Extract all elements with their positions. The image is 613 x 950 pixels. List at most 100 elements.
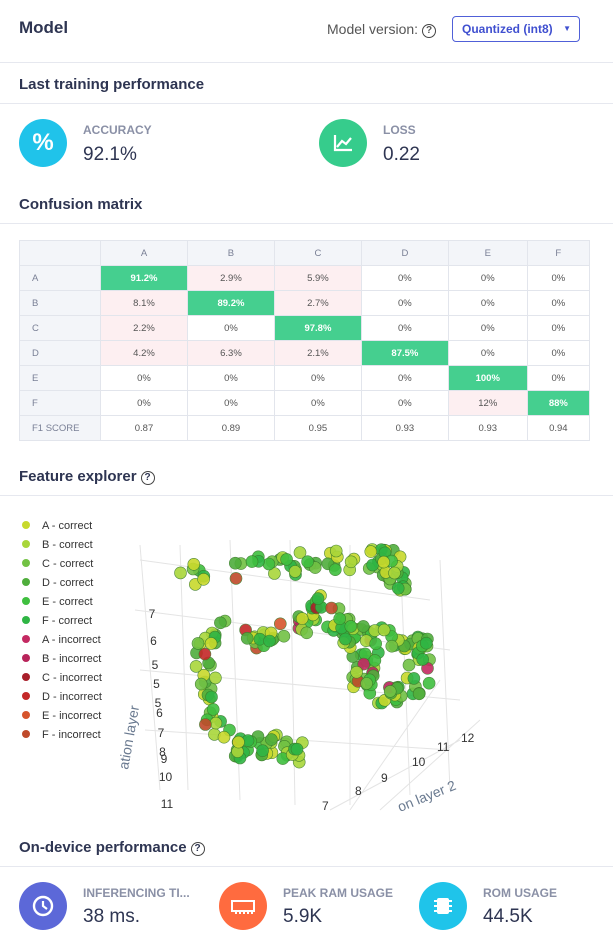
axis-tick-label: 11 xyxy=(161,797,174,811)
help-icon[interactable]: ? xyxy=(140,471,155,485)
scatter-point xyxy=(277,629,291,643)
row-label: F1 SCORE xyxy=(19,415,101,441)
section-title: Feature explorer? xyxy=(19,468,155,485)
axis-title: ation layer xyxy=(115,704,142,771)
matrix-cell: 0% xyxy=(360,290,449,316)
scatter-point xyxy=(419,636,433,650)
section-title: Confusion matrix xyxy=(19,196,143,213)
scatter-point xyxy=(407,672,421,685)
scatter-point xyxy=(174,566,187,580)
legend-label: C - incorrect xyxy=(42,672,102,684)
column-header: C xyxy=(273,240,362,266)
legend-label: A - incorrect xyxy=(42,634,101,646)
legend-item: F - correct xyxy=(22,615,92,627)
axis-tick-label: 9 xyxy=(161,752,168,766)
section-title: Last training performance xyxy=(19,76,205,93)
legend-item: A - incorrect xyxy=(22,634,101,646)
legend-swatch xyxy=(22,578,30,586)
label: Model version: xyxy=(327,21,419,37)
matrix-cell: 0% xyxy=(526,290,591,316)
scatter-point xyxy=(229,572,243,585)
matrix-cell: 0% xyxy=(360,365,449,391)
scatter-point xyxy=(416,653,430,666)
help-icon[interactable]: ? xyxy=(422,24,437,38)
rom-icon xyxy=(419,882,467,930)
column-header: B xyxy=(186,240,275,266)
f1-cell: 0.87 xyxy=(100,415,188,441)
scatter-point xyxy=(344,555,358,569)
metric-label: ROM USAGE xyxy=(483,886,558,900)
scatter-point xyxy=(204,637,218,650)
legend-swatch xyxy=(22,673,30,681)
scatter-point xyxy=(187,557,201,571)
legend-item: B - incorrect xyxy=(22,653,101,665)
metric-value: 38 ms. xyxy=(83,906,141,927)
matrix-cell: 8.1% xyxy=(100,290,188,316)
matrix-cell: 0% xyxy=(186,365,275,391)
version-select[interactable]: Quantized (int8) ▼ xyxy=(452,16,580,42)
matrix-cell: 0% xyxy=(186,315,275,341)
matrix-cell: 2.2% xyxy=(100,315,188,341)
matrix-cell: 89.2% xyxy=(186,290,275,316)
row-label: E xyxy=(19,365,101,391)
f1-cell: 0.93 xyxy=(447,415,528,441)
scatter-point xyxy=(199,718,212,731)
corner-cell xyxy=(19,240,101,266)
icon-glyph xyxy=(32,895,54,917)
matrix-cell: 5.9% xyxy=(273,265,362,291)
help-icon[interactable]: ? xyxy=(190,842,205,856)
divider xyxy=(0,223,613,224)
scatter-point xyxy=(325,601,338,615)
matrix-cell: 0% xyxy=(360,390,449,416)
divider xyxy=(0,103,613,104)
column-header: D xyxy=(360,240,449,266)
matrix-cell: 87.5% xyxy=(360,340,449,366)
legend-item: A - correct xyxy=(22,520,92,532)
axis-tick-label: 10 xyxy=(412,755,426,769)
axis-title: on layer 2 xyxy=(395,777,458,812)
scatter-point xyxy=(295,612,309,625)
legend-label: D - incorrect xyxy=(42,691,102,703)
f1-row: F1 SCORE 0.87 0.89 0.95 0.93 0.93 0.94 xyxy=(19,415,591,441)
metric-value: 5.9K xyxy=(283,906,323,927)
scatter-point xyxy=(402,658,416,672)
row-label: B xyxy=(19,290,101,316)
icon-glyph xyxy=(434,898,452,914)
scatter-point xyxy=(329,563,342,577)
scatter-point xyxy=(214,616,227,630)
scatter-point xyxy=(209,716,223,730)
scatter-point xyxy=(357,657,371,671)
scatter-point xyxy=(197,572,210,586)
select-text: Quantized (int8) xyxy=(462,22,553,36)
legend-label: B - incorrect xyxy=(42,653,102,665)
scatter-point xyxy=(385,639,399,653)
legend-label: B - correct xyxy=(42,539,93,551)
axis-tick-label: 7 xyxy=(149,607,156,621)
scatter-point xyxy=(229,556,242,570)
scatter-point xyxy=(333,612,346,625)
divider xyxy=(0,866,613,867)
scatter-point xyxy=(265,733,278,746)
scatter-point xyxy=(274,617,287,631)
metric-value: 92.1% xyxy=(83,144,137,165)
matrix-cell: 2.9% xyxy=(186,265,275,291)
legend-item: E - incorrect xyxy=(22,710,101,722)
legend-item: B - correct xyxy=(22,539,93,551)
legend-swatch xyxy=(22,521,30,529)
scatter-point xyxy=(350,665,363,679)
legend-label: A - correct xyxy=(42,520,93,532)
matrix-row: B 8.1% 89.2% 2.7% 0% 0% 0% xyxy=(19,290,591,316)
scatter-point xyxy=(311,592,325,605)
f1-cell: 0.89 xyxy=(186,415,275,441)
matrix-cell: 97.8% xyxy=(273,315,362,341)
column-header: F xyxy=(526,240,591,266)
axis-tick-label: 5 xyxy=(152,658,159,672)
scatter-point xyxy=(339,632,352,646)
scatter-point xyxy=(293,546,307,559)
legend-swatch xyxy=(22,559,30,567)
metric-label: PEAK RAM USAGE xyxy=(283,886,394,900)
matrix-cell: 0% xyxy=(273,390,362,416)
matrix-cell: 0% xyxy=(360,265,449,291)
scatter-point xyxy=(268,567,281,580)
scatter-point xyxy=(422,676,436,690)
